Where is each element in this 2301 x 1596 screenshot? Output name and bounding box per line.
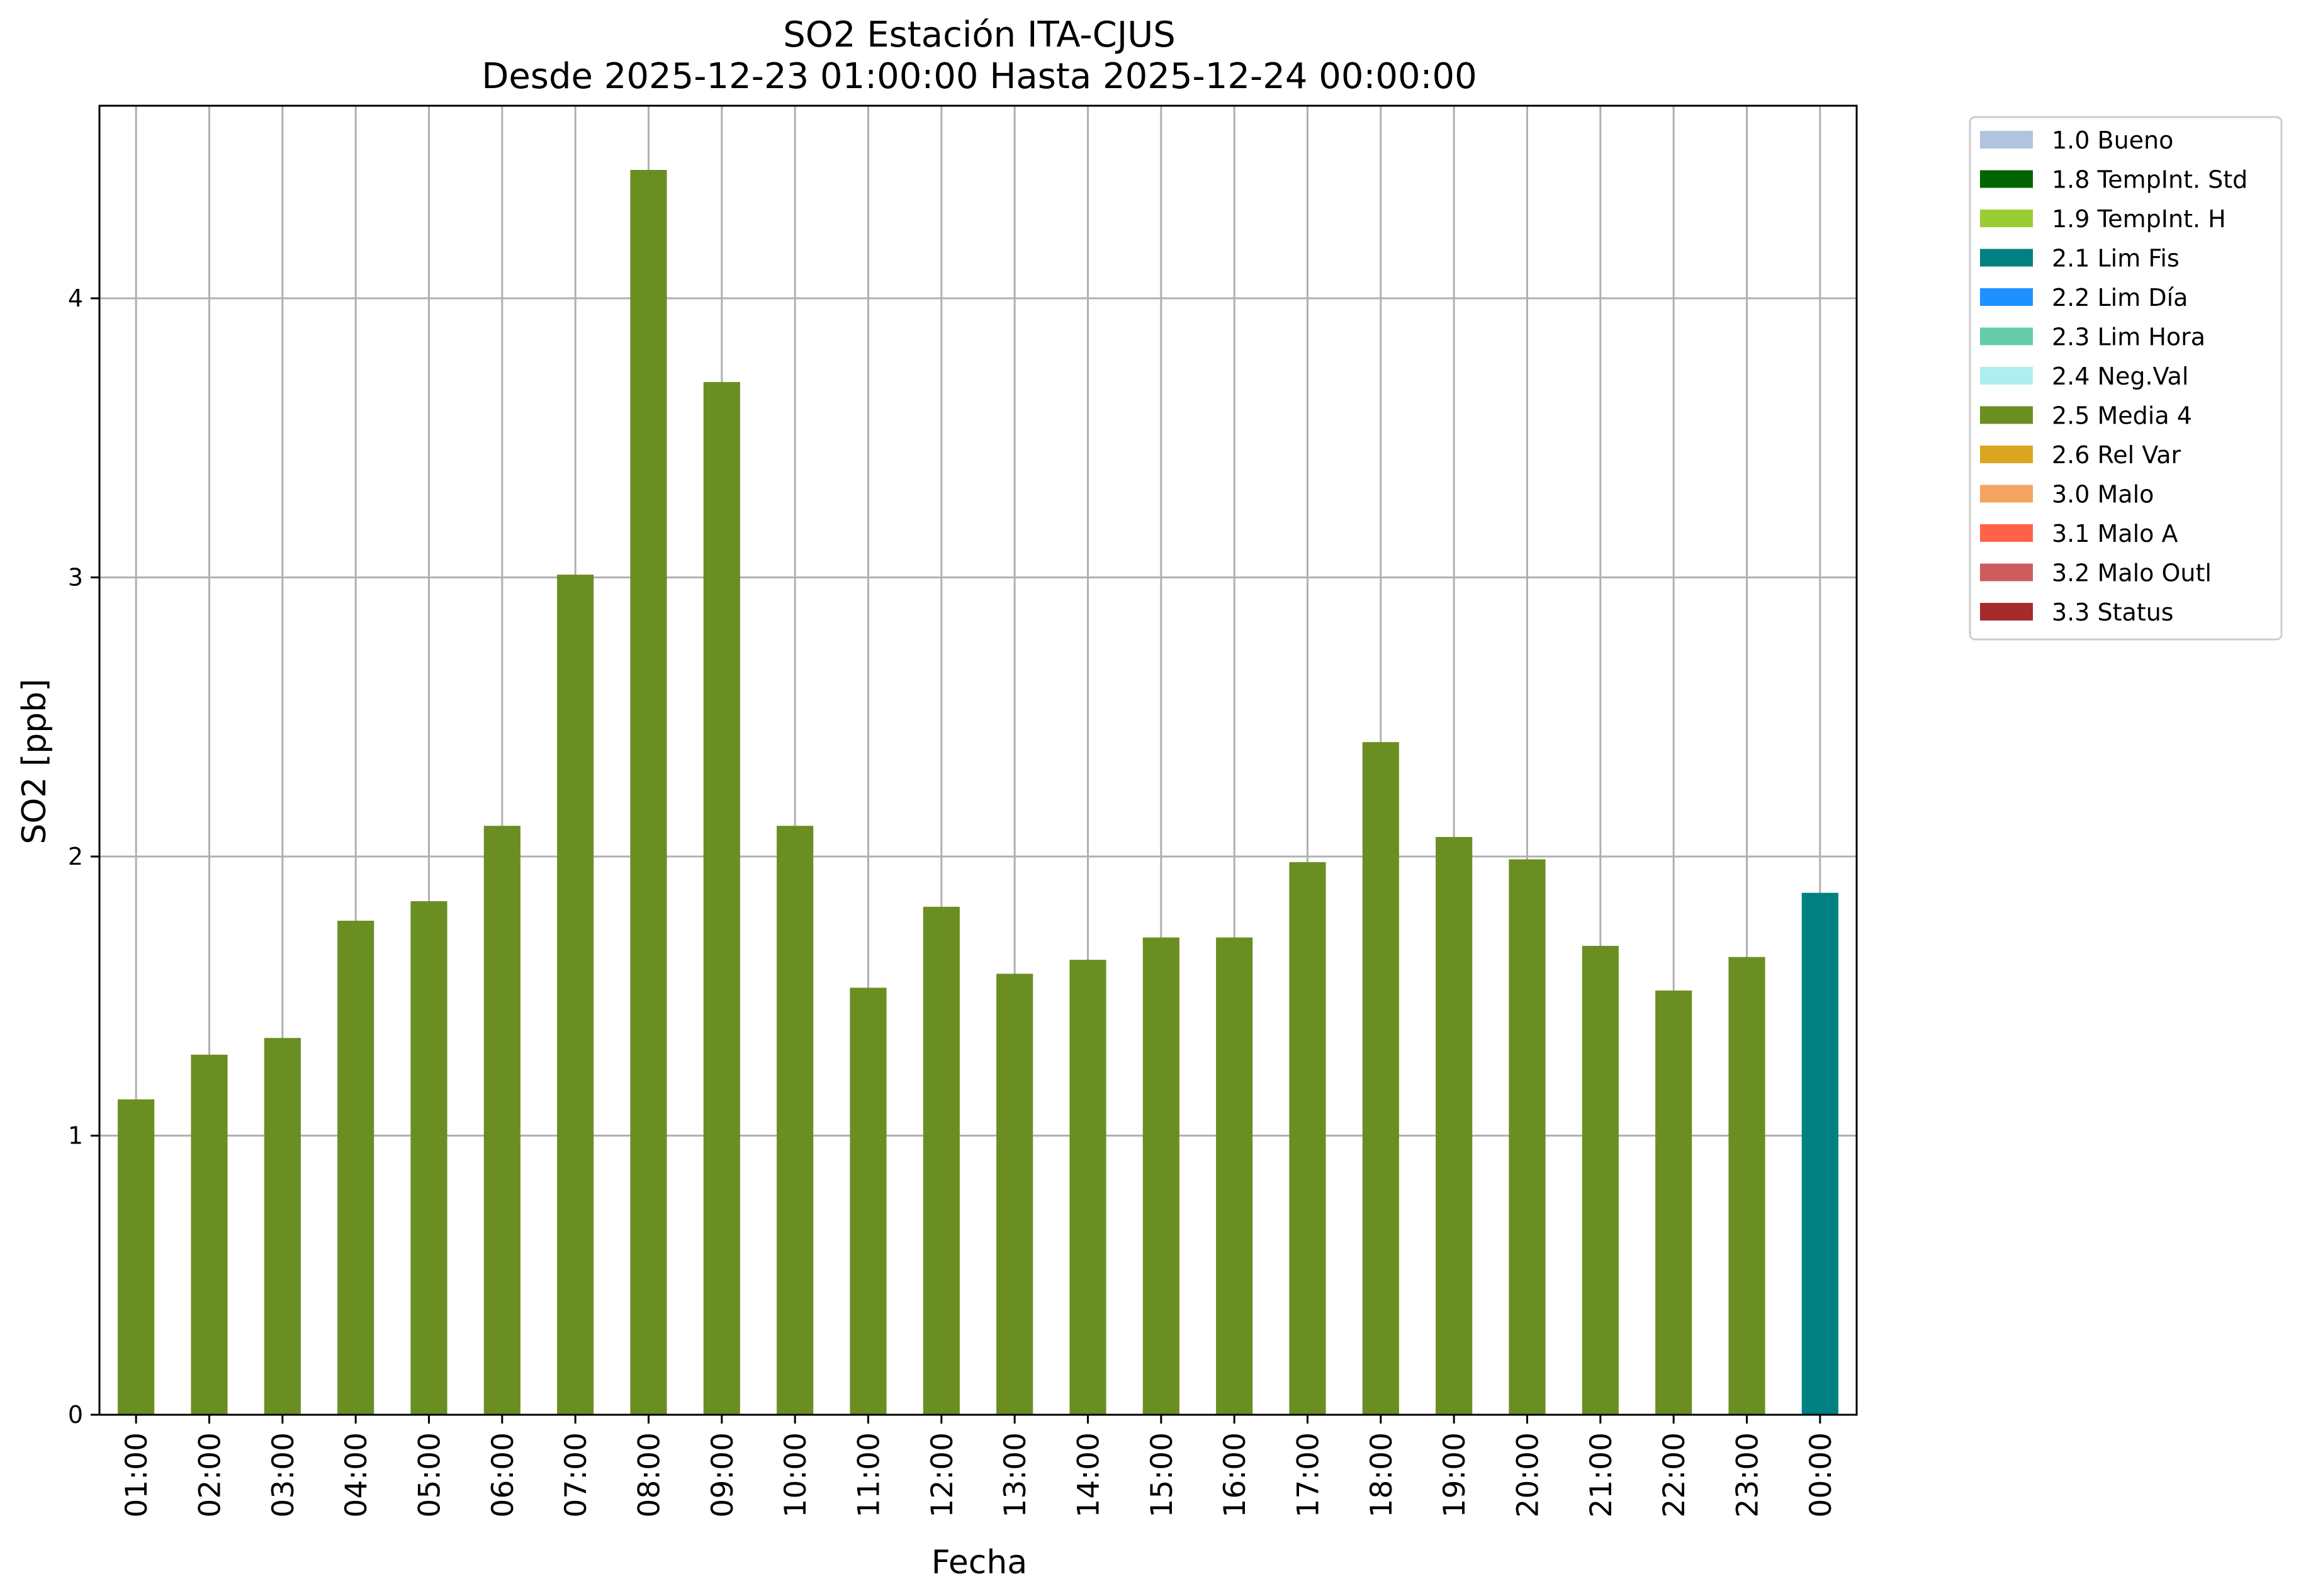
legend-entry-label: 1.8 TempInt. Std: [2052, 166, 2248, 194]
bar-2000: [1509, 859, 1546, 1415]
x-tick-label: 20:00: [1511, 1432, 1546, 1517]
legend-entry-label: 2.3 Lim Hora: [2052, 323, 2205, 351]
bar-1300: [996, 974, 1033, 1415]
bar-1200: [923, 906, 960, 1415]
x-tick-label: 09:00: [706, 1432, 740, 1517]
y-axis-label: SO2 [ppb]: [16, 678, 53, 844]
x-tick-label: 12:00: [925, 1432, 960, 1517]
bar-2300: [1728, 957, 1765, 1415]
x-tick-label: 19:00: [1437, 1432, 1472, 1517]
bar-1100: [850, 987, 887, 1415]
bars: [118, 170, 1838, 1415]
bar-0800: [630, 170, 667, 1415]
legend-swatch: [1980, 603, 2033, 621]
legend-swatch: [1980, 563, 2033, 582]
bar-0300: [264, 1038, 301, 1415]
x-tick-label: 21:00: [1584, 1432, 1619, 1517]
y-tick-label: 2: [68, 843, 83, 870]
bar-0600: [483, 826, 520, 1415]
bar-1700: [1289, 862, 1326, 1415]
x-axis-label: Fecha: [931, 1544, 1027, 1582]
x-tick-label: 11:00: [852, 1432, 887, 1517]
x-axis-ticks: 01:00 02:00 03:00 04:00 05:00 06:00 07:00 08:00…: [120, 1415, 1838, 1517]
bar-2200: [1655, 990, 1692, 1415]
bar-0000: [1801, 892, 1838, 1415]
y-tick-label: 4: [68, 284, 83, 312]
legend-entry-label: 3.0 Malo: [2052, 481, 2154, 509]
legend-swatch: [1980, 210, 2033, 227]
bar-1400: [1069, 960, 1106, 1415]
legend-swatch: [1980, 170, 2033, 188]
bar-2100: [1582, 945, 1619, 1415]
y-tick-label: 0: [68, 1401, 83, 1429]
legend-entry-label: 3.3 Status: [2052, 598, 2174, 626]
legend-swatch: [1980, 288, 2033, 306]
x-tick-label: 04:00: [339, 1432, 374, 1517]
x-tick-label: 10:00: [779, 1432, 813, 1517]
legend-swatch: [1980, 327, 2033, 346]
legend-swatch: [1980, 446, 2033, 463]
legend-swatch: [1980, 524, 2033, 542]
bar-0400: [337, 921, 374, 1415]
bar-0100: [118, 1099, 155, 1415]
x-tick-label: 15:00: [1145, 1432, 1179, 1517]
x-tick-label: 05:00: [413, 1432, 447, 1517]
chart-subtitle: Desde 2025-12-23 01:00:00 Hasta 2025-12-…: [481, 56, 1477, 97]
bar-1800: [1362, 742, 1399, 1415]
x-tick-label: 07:00: [559, 1432, 594, 1517]
x-tick-label: 13:00: [998, 1432, 1033, 1517]
x-tick-label: 01:00: [120, 1432, 154, 1517]
x-tick-label: 23:00: [1731, 1432, 1765, 1517]
legend-entry-label: 1.9 TempInt. H: [2052, 205, 2226, 233]
bar-1500: [1142, 937, 1179, 1415]
legend-entry-label: 2.5 Media 4: [2052, 402, 2192, 430]
bar-0700: [557, 575, 594, 1415]
plot-area-frame: [98, 104, 1858, 1416]
bar-1000: [777, 826, 814, 1415]
legend-swatch: [1980, 485, 2033, 503]
x-tick-label: 03:00: [266, 1432, 301, 1517]
legend-swatch: [1980, 406, 2033, 424]
legend-frame: [1969, 116, 2283, 641]
bar-0200: [191, 1054, 228, 1415]
bar-0900: [703, 382, 740, 1415]
legend-entry-label: 2.1 Lim Fis: [2052, 245, 2180, 273]
legend-entry-label: 1.0 Bueno: [2052, 126, 2173, 154]
legend-swatch: [1980, 131, 2033, 149]
legend: 1.0 Bueno 1.8 TempInt. Std 1.9 TempInt. H 2…: [1969, 116, 2283, 641]
x-tick-label: 18:00: [1364, 1432, 1399, 1517]
y-tick-label: 3: [68, 564, 83, 592]
x-tick-label: 16:00: [1218, 1432, 1252, 1517]
chart-title: SO2 Estación ITA-CJUS: [783, 14, 1176, 55]
legend-entry-label: 2.4 Neg.Val: [2052, 362, 2188, 390]
legend-swatch: [1980, 249, 2033, 267]
y-tick-label: 1: [68, 1122, 83, 1150]
legend-entry-label: 3.2 Malo Outl: [2052, 559, 2212, 587]
x-tick-label: 06:00: [486, 1432, 520, 1517]
x-tick-label: 08:00: [633, 1432, 667, 1517]
legend-swatch: [1980, 367, 2033, 385]
legend-entry-label: 2.6 Rel Var: [2052, 441, 2181, 469]
x-tick-label: 22:00: [1657, 1432, 1692, 1517]
legend-entry-label: 3.1 Malo A: [2052, 520, 2178, 548]
x-tick-label: 17:00: [1291, 1432, 1326, 1517]
legend-entry-label: 2.2 Lim Día: [2052, 284, 2188, 312]
bar-0500: [410, 901, 447, 1415]
x-tick-label: 02:00: [193, 1432, 228, 1517]
bar-1900: [1436, 836, 1473, 1415]
x-tick-label: 00:00: [1804, 1432, 1838, 1517]
y-axis-ticks: 0 1 2 3 4: [68, 284, 99, 1429]
bar-1600: [1216, 937, 1253, 1415]
x-tick-label: 14:00: [1072, 1432, 1106, 1517]
